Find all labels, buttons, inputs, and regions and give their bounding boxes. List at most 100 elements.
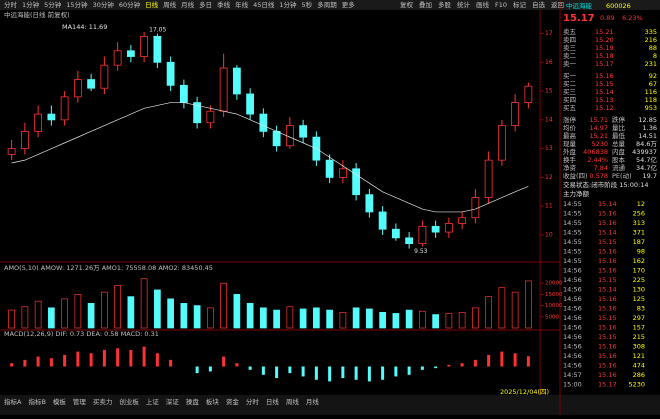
tick-price: 15.14 — [598, 229, 617, 237]
sell-volume: 335 — [645, 28, 657, 36]
sell-price: 15.17 — [595, 60, 614, 68]
period-tab[interactable]: 60分钟 — [119, 0, 141, 9]
buy-price: 15.16 — [595, 72, 614, 80]
tick-price: 15.16 — [598, 219, 617, 227]
bottom-tab[interactable]: 买卖力 — [93, 397, 113, 406]
period-tab[interactable]: 年线 — [235, 0, 249, 9]
bottom-tab[interactable]: 板块 — [206, 397, 220, 406]
stat-label: 外盘 — [563, 147, 577, 156]
stat-label: PE(动) — [612, 172, 632, 180]
menu-item[interactable]: F10 — [495, 1, 507, 9]
candle-body — [365, 194, 374, 213]
volume-tick-label: 5000 — [545, 314, 559, 320]
tick-volume: 474 — [633, 362, 645, 370]
period-tab[interactable]: 更多 — [342, 0, 356, 9]
menu-item[interactable]: 自选 — [532, 0, 546, 9]
stat-label: 净资 — [563, 163, 577, 172]
period-tab[interactable]: 分时 — [4, 0, 18, 9]
top-bar — [0, 0, 660, 10]
bottom-tab[interactable]: 深证 — [166, 397, 180, 406]
volume-bar — [498, 287, 506, 329]
stat-value: 5230 — [591, 140, 608, 148]
tick-price: 15.17 — [598, 381, 617, 389]
tick-price: 15.16 — [598, 362, 617, 370]
buy-price: 15.13 — [595, 96, 614, 104]
candle-body — [458, 217, 467, 224]
volume-bar — [432, 314, 439, 329]
period-tab[interactable]: 1分钟 — [22, 0, 40, 9]
period-tab[interactable]: 15分钟 — [66, 0, 88, 9]
volume-bar — [48, 307, 55, 329]
bottom-tab[interactable]: 日线 — [266, 397, 280, 406]
stat-value: 439937 — [632, 148, 657, 156]
buy-price: 15.12 — [595, 104, 614, 112]
volume-bar — [299, 308, 307, 329]
tick-volume: 371 — [633, 229, 645, 237]
tick-volume: 256 — [633, 210, 645, 218]
bottom-tab[interactable]: 模板 — [53, 397, 67, 406]
menu-item[interactable]: 叠加 — [419, 0, 432, 9]
period-tab[interactable]: 多日 — [199, 0, 212, 9]
period-tab[interactable]: 季线 — [217, 0, 231, 9]
candle-body — [232, 67, 241, 95]
tick-time: 14:57 — [563, 371, 582, 379]
volume-bar — [193, 305, 201, 329]
bottom-tab[interactable]: 管理 — [73, 397, 87, 406]
stat-label: 均价 — [563, 123, 577, 132]
bottom-tab[interactable]: 月线 — [306, 397, 320, 406]
bottom-tab[interactable]: 指标A — [4, 397, 22, 406]
bottom-tab[interactable]: 上证 — [146, 397, 160, 406]
period-tab[interactable]: 5秒 — [302, 0, 313, 9]
volume-bar — [114, 285, 121, 329]
candle-body — [153, 35, 162, 63]
bottom-tab[interactable]: 创业板 — [119, 397, 139, 406]
period-tab[interactable]: 日线 — [145, 0, 159, 9]
sell-volume: 231 — [645, 60, 657, 68]
tick-time: 14:55 — [563, 200, 582, 208]
period-tab[interactable]: 月线 — [181, 0, 195, 9]
price-change: 0.89 — [600, 14, 614, 22]
tick-time: 14:55 — [563, 229, 582, 237]
bottom-tab[interactable]: 周线 — [286, 397, 300, 406]
candle-body — [272, 130, 281, 147]
bottom-tab[interactable]: 分时 — [246, 397, 260, 406]
sell-label: 卖五 — [563, 28, 577, 36]
tick-time: 14:56 — [563, 324, 582, 332]
volume-bar — [154, 289, 161, 329]
candle-body — [87, 79, 96, 89]
menu-item[interactable]: 多股 — [438, 0, 452, 9]
menu-item[interactable]: 返回 — [551, 1, 564, 9]
period-tab[interactable]: 多周期 — [317, 0, 337, 9]
period-tab[interactable]: 30分钟 — [93, 0, 115, 9]
candle-body — [34, 113, 43, 132]
tick-volume: 225 — [633, 276, 645, 284]
stat-value: 14.51 — [638, 132, 657, 140]
period-tab[interactable]: 5分钟 — [44, 0, 62, 9]
period-tab[interactable]: 45日线 — [253, 0, 275, 9]
menu-item[interactable]: 复权 — [400, 0, 414, 9]
tick-time: 14:56 — [563, 276, 582, 284]
period-tab[interactable]: 1分钟 — [279, 0, 297, 9]
tick-time: 14:55 — [563, 219, 582, 227]
bottom-tab[interactable]: 指标B — [28, 397, 45, 406]
buy-label: 买四 — [563, 96, 576, 104]
candle-body — [484, 159, 493, 198]
menu-item[interactable]: 画线 — [476, 0, 490, 9]
sell-price: 15.18 — [595, 52, 614, 60]
candle-body — [431, 225, 440, 233]
menu-item[interactable]: 统计 — [457, 0, 471, 9]
volume-bar — [233, 294, 241, 329]
bottom-tab[interactable]: 操盘 — [186, 397, 200, 406]
tick-price: 15.15 — [598, 333, 617, 341]
menu-item[interactable]: 标记 — [513, 0, 527, 9]
stat-value: 15.21 — [589, 132, 608, 140]
tick-price: 15.15 — [598, 314, 617, 322]
stat-label: 收益(四) — [563, 171, 588, 180]
candle-body — [259, 113, 268, 132]
bottom-tab[interactable]: 资金 — [226, 397, 240, 406]
period-tab[interactable]: 周线 — [163, 0, 177, 9]
volume-bar — [246, 303, 254, 329]
sell-label: 卖三 — [563, 44, 577, 52]
tick-price: 15.16 — [598, 248, 617, 256]
